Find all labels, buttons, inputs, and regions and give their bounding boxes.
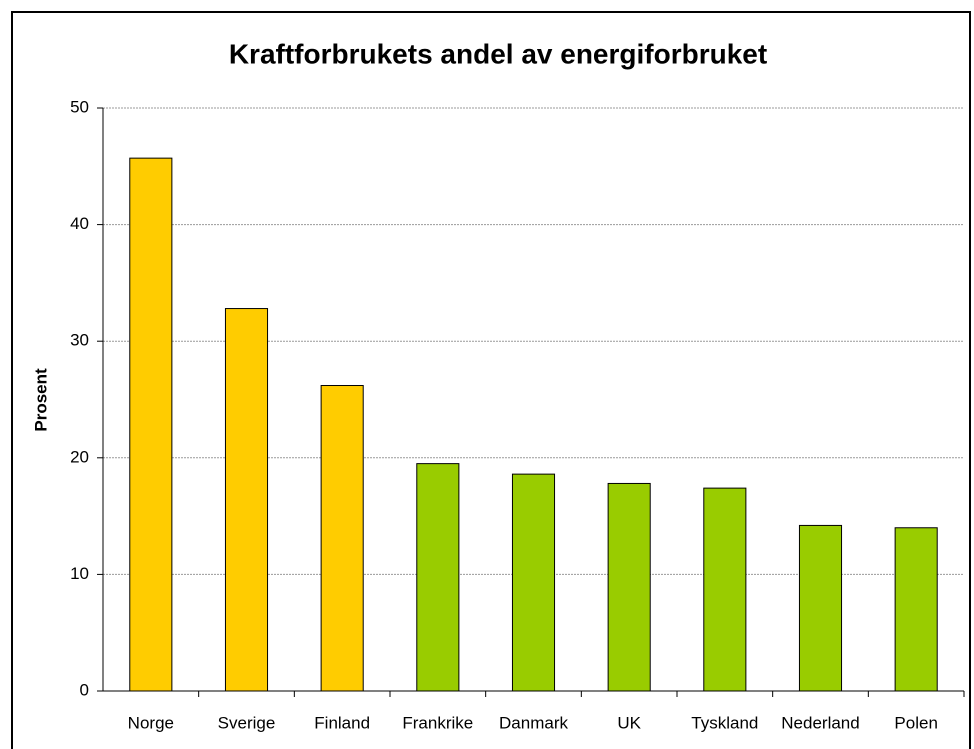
y-tick-label: 10 bbox=[70, 564, 89, 583]
x-tick-label: Norge bbox=[128, 713, 174, 732]
x-tick-label: Tyskland bbox=[691, 713, 758, 732]
bar bbox=[416, 463, 460, 692]
y-tick-label: 20 bbox=[70, 447, 89, 466]
bar bbox=[607, 482, 651, 692]
bar bbox=[224, 308, 269, 692]
bar bbox=[894, 527, 938, 692]
bar bbox=[320, 385, 364, 692]
x-tick-label: Finland bbox=[314, 713, 370, 732]
y-tick-label: 40 bbox=[70, 214, 89, 233]
x-tick-label: Sverige bbox=[218, 713, 276, 732]
bar bbox=[511, 473, 556, 692]
y-tick-label: 0 bbox=[80, 680, 89, 699]
chart-title: Kraftforbrukets andel av energiforbruket bbox=[229, 38, 767, 69]
bar bbox=[798, 524, 843, 692]
x-tick-label: Nederland bbox=[781, 713, 859, 732]
y-tick-label: 30 bbox=[70, 331, 89, 350]
y-tick-label: 50 bbox=[70, 97, 89, 116]
bar bbox=[703, 487, 747, 692]
x-tick-label: Danmark bbox=[499, 713, 568, 732]
x-tick-label: UK bbox=[617, 713, 641, 732]
y-axis-label: Prosent bbox=[31, 368, 50, 432]
bar bbox=[129, 157, 173, 692]
x-tick-label: Frankrike bbox=[402, 713, 473, 732]
x-tick-label: Polen bbox=[894, 713, 937, 732]
